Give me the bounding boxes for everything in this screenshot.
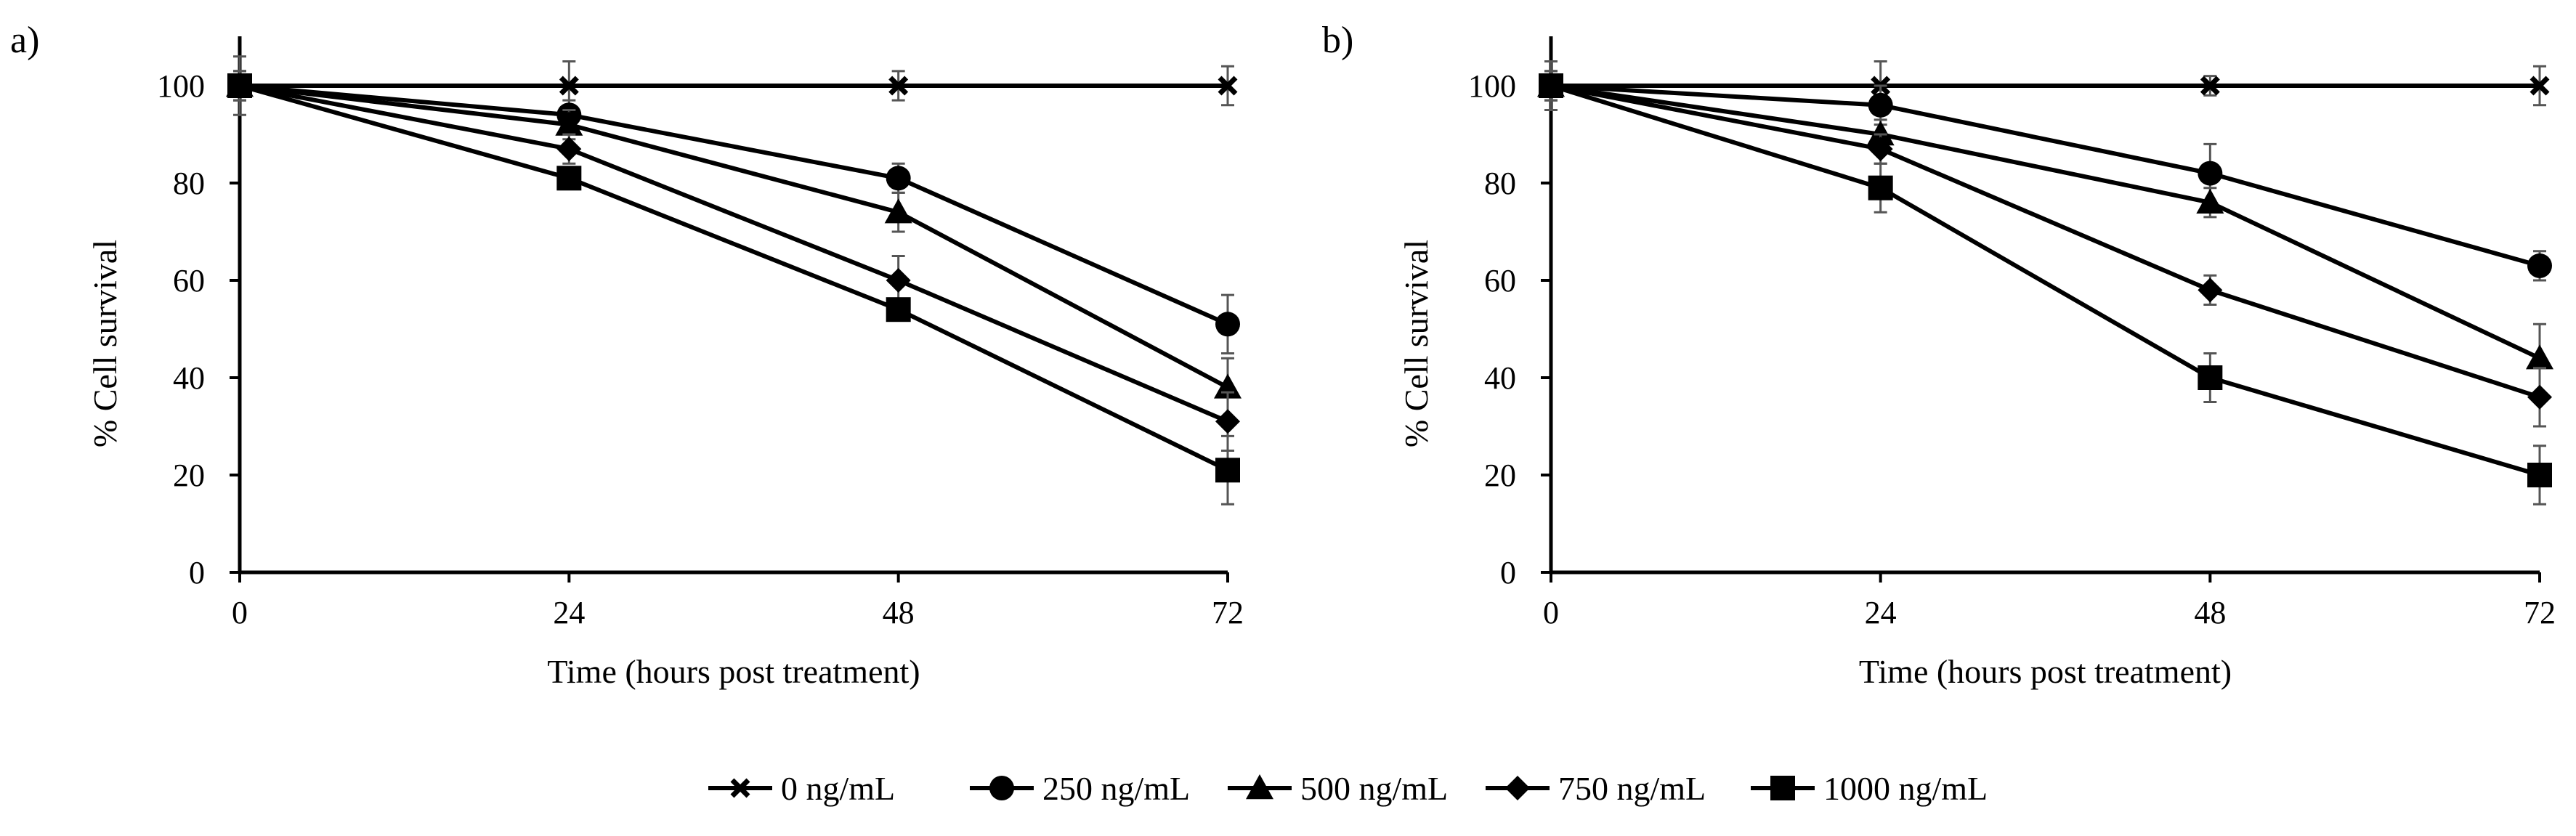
y-tick-label: 80: [1484, 166, 1516, 201]
panel-label: a): [10, 20, 39, 61]
data-point: [1539, 73, 1563, 98]
data-point: [2198, 277, 2223, 303]
y-tick-label: 100: [1468, 68, 1516, 104]
data-point: [1215, 409, 1240, 434]
x-axis-title: Time (hours post treatment): [1859, 653, 2232, 690]
series-500-ng-ml: [1537, 70, 2553, 394]
series-250-ng-ml: [1539, 70, 2552, 282]
y-axis-title: % Cell survival: [1398, 240, 1435, 447]
y-tick-label: 20: [1484, 458, 1516, 493]
data-point: [884, 198, 912, 224]
series-0-ng-ml: [230, 55, 1238, 116]
data-point: [1868, 175, 1893, 200]
series-line: [239, 84, 1229, 424]
data-point: [886, 297, 911, 322]
x-tick-label: 48: [883, 595, 915, 630]
x-tick-label: 48: [2194, 595, 2226, 630]
legend-label: 0 ng/mL: [781, 770, 895, 807]
chart-panel-a: a) 0 20 40 60 80 100 0 24 48 72 Time (hours post tr…: [10, 20, 1244, 690]
data-point: [2527, 253, 2552, 278]
y-tick-label: 80: [173, 166, 205, 201]
series-line: [1550, 84, 2540, 477]
chart-panel-b: b) 0 20 40 60 80 100 0 24 48 72 Time (hours post tr…: [1322, 20, 2556, 690]
data-point: [2198, 161, 2223, 186]
data-point: [886, 166, 911, 191]
y-tick-label: 20: [173, 458, 205, 493]
legend-label: 250 ng/mL: [1042, 770, 1190, 807]
y-tick-label: 40: [173, 360, 205, 396]
legend-entry: 0 ng/mL: [708, 770, 895, 807]
legend-marker: [1246, 774, 1273, 800]
y-tick-label: 60: [1484, 263, 1516, 299]
legend-marker: [1505, 776, 1530, 800]
data-point: [1214, 373, 1242, 399]
legend-entry: 500 ng/mL: [1228, 770, 1448, 807]
series-line: [239, 84, 1229, 472]
legend-label: 1000 ng/mL: [1823, 770, 1988, 807]
data-point: [1866, 121, 1895, 146]
data-point: [1215, 458, 1240, 483]
data-point: [2196, 188, 2224, 214]
data-point: [2530, 76, 2550, 96]
data-point: [2198, 365, 2223, 390]
y-tick-label: 60: [173, 263, 205, 299]
data-point: [1868, 92, 1893, 118]
x-tick-label: 24: [553, 595, 585, 630]
series-0-ng-ml: [1541, 60, 2550, 111]
legend-marker: [989, 776, 1014, 800]
legend-marker: [730, 778, 750, 798]
data-point: [555, 110, 583, 136]
x-tick-label: 24: [1865, 595, 1897, 630]
x-tick-label: 72: [2524, 595, 2556, 630]
data-point: [886, 268, 911, 293]
series-750-ng-ml: [1539, 70, 2552, 428]
series-line: [1550, 84, 2540, 268]
series-1000-ng-ml: [227, 70, 1240, 506]
data-point: [559, 76, 579, 96]
x-axis-title: Time (hours post treatment): [547, 653, 920, 690]
data-point: [2200, 76, 2220, 96]
data-point: [556, 137, 582, 162]
legend-marker: [1770, 776, 1795, 800]
series-line: [239, 84, 1229, 390]
series-line: [1550, 84, 2541, 360]
x-tick-label: 0: [232, 595, 248, 630]
legend-label: 750 ng/mL: [1558, 770, 1706, 807]
legend-entry: 1000 ng/mL: [1751, 770, 1988, 807]
legend-entry: 750 ng/mL: [1486, 770, 1706, 807]
series-line: [1550, 84, 2540, 399]
panel-label: b): [1322, 20, 1353, 61]
data-point: [556, 166, 582, 191]
x-tick-label: 0: [1543, 595, 1559, 630]
series-1000-ng-ml: [1539, 70, 2552, 506]
data-point: [1215, 312, 1240, 337]
legend-label: 500 ng/mL: [1300, 770, 1448, 807]
y-tick-label: 40: [1484, 360, 1516, 396]
data-point: [1218, 76, 1238, 96]
y-tick-label: 0: [1500, 555, 1516, 591]
data-point: [2527, 384, 2552, 410]
x-tick-label: 72: [1212, 595, 1244, 630]
y-tick-label: 0: [189, 555, 205, 591]
data-point: [2527, 463, 2552, 487]
legend: 0 ng/mL 250 ng/mL 500 ng/mL 750 ng/mL 1000 n…: [708, 770, 1988, 807]
y-tick-label: 100: [157, 68, 205, 104]
data-point: [227, 73, 252, 98]
legend-entry: 250 ng/mL: [970, 770, 1190, 807]
data-point: [1868, 137, 1893, 162]
data-point: [2526, 344, 2553, 370]
data-point: [888, 76, 909, 96]
series-line: [239, 84, 1229, 327]
y-axis-title: % Cell survival: [86, 240, 123, 447]
